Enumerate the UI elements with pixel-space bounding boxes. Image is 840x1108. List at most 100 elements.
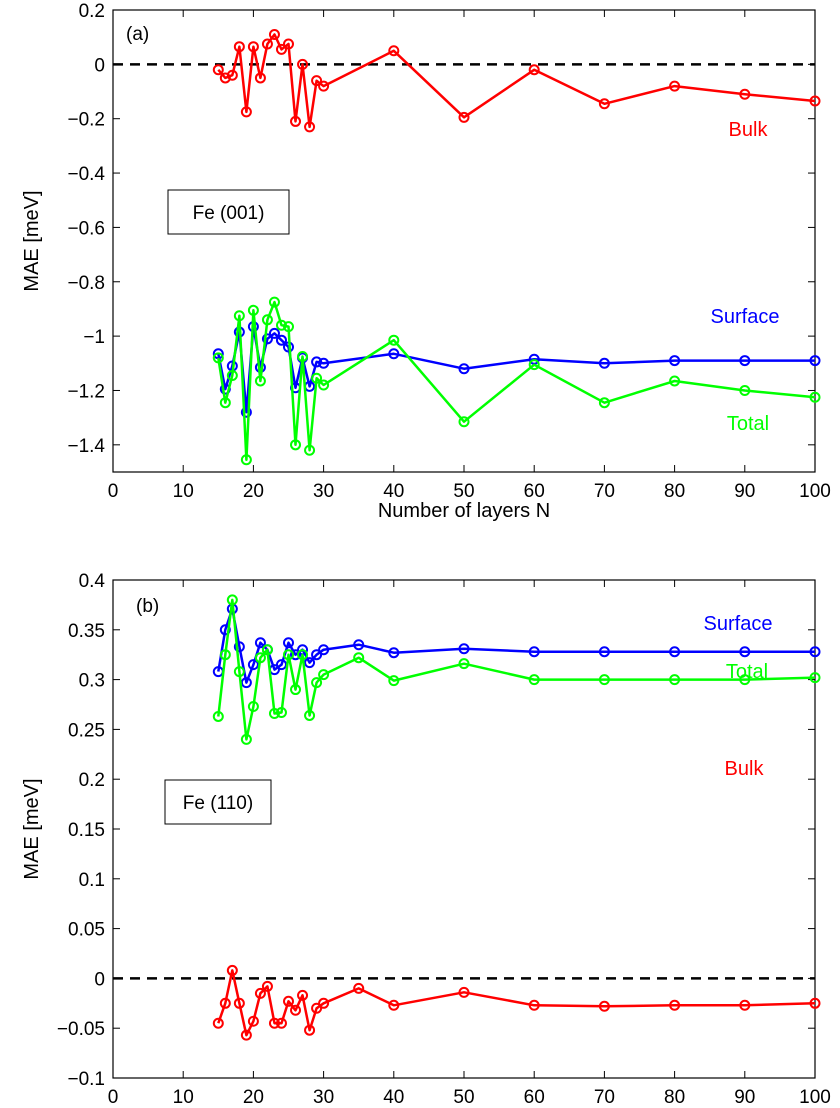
series-line-total <box>217 300 816 462</box>
data-point-bulk <box>598 1000 610 1012</box>
data-point-bulk <box>233 41 245 53</box>
data-point-bulk <box>304 121 316 133</box>
x-tick-label: 40 <box>383 1087 404 1108</box>
data-point-total <box>297 351 309 362</box>
plot-area-frame <box>112 579 816 1079</box>
data-point-total <box>353 652 365 664</box>
data-point-surface <box>353 639 365 651</box>
data-point-total <box>261 644 273 656</box>
x-tick-label: 0 <box>108 1087 119 1108</box>
data-point-surface <box>388 348 400 360</box>
x-tick-label: 70 <box>594 481 615 502</box>
annotation-label: Fe (110) <box>183 793 253 814</box>
data-point-total <box>739 384 751 396</box>
series-label-bulk: Bulk <box>729 119 769 141</box>
data-point-bulk <box>219 72 231 84</box>
data-point-bulk <box>212 64 224 76</box>
x-tick-label: 60 <box>524 1087 545 1108</box>
panel-label: (a) <box>126 24 149 45</box>
x-tick-label: 60 <box>524 481 545 502</box>
data-point-bulk <box>212 1017 224 1029</box>
x-tick-label: 90 <box>734 1087 755 1108</box>
data-point-surface <box>268 327 280 339</box>
data-point-bulk <box>275 1017 287 1029</box>
data-point-total <box>247 304 259 316</box>
x-tick-label: 20 <box>243 1087 264 1108</box>
series-line-bulk <box>217 33 816 129</box>
data-point-total <box>388 675 400 687</box>
data-point-surface <box>669 646 681 658</box>
data-point-bulk <box>275 43 287 55</box>
data-point-surface <box>669 355 681 367</box>
data-point-bulk <box>261 980 273 992</box>
data-point-surface <box>318 357 330 369</box>
chart-panel-a: 0 10 20 30 40 50 60 70 80 90 100 0.2 0 −0.2 −0.4 −0.6 −0… <box>21 1 831 522</box>
data-point-bulk <box>268 1017 280 1029</box>
data-point-bulk <box>233 997 245 1009</box>
data-point-total <box>247 700 259 712</box>
data-point-bulk <box>353 982 365 994</box>
y-tick-label: 0.4 <box>79 571 106 592</box>
data-point-total <box>290 684 302 696</box>
data-point-bulk <box>268 28 280 40</box>
data-point-bulk <box>458 111 470 123</box>
data-point-bulk <box>809 95 821 107</box>
data-point-bulk <box>528 64 540 76</box>
y-axis-label: MAE [meV] <box>21 778 43 879</box>
data-point-bulk <box>528 999 540 1011</box>
data-point-surface <box>388 647 400 659</box>
data-point-bulk <box>226 964 238 976</box>
x-tick-label: 100 <box>799 481 831 502</box>
data-point-surface <box>240 677 252 689</box>
y-tick-label: −0.8 <box>67 273 105 294</box>
data-point-surface <box>528 646 540 658</box>
y-tick-label: −1.4 <box>67 436 105 457</box>
data-point-surface <box>283 637 294 649</box>
data-point-surface <box>809 646 821 658</box>
data-point-total <box>283 321 294 333</box>
data-point-surface <box>254 637 266 649</box>
data-point-bulk <box>669 80 681 92</box>
y-tick-label: 0.3 <box>79 671 105 692</box>
x-tick-label: 10 <box>173 481 194 502</box>
x-tick-label: 90 <box>734 481 755 502</box>
data-point-bulk <box>226 69 238 81</box>
data-point-total <box>311 372 323 384</box>
data-point-bulk <box>297 989 309 1001</box>
data-point-total <box>261 314 273 326</box>
data-point-total <box>809 391 821 403</box>
data-point-total <box>290 439 302 451</box>
x-tick-label: 40 <box>383 481 404 502</box>
data-point-surface <box>233 641 245 653</box>
data-point-total <box>226 594 238 606</box>
data-point-total <box>240 454 252 466</box>
data-point-total <box>283 649 294 661</box>
x-tick-label: 100 <box>799 1087 831 1108</box>
data-point-total <box>240 733 252 745</box>
x-tick-label: 70 <box>594 1087 615 1108</box>
data-point-total <box>268 296 280 308</box>
data-point-surface <box>275 659 287 671</box>
data-point-total <box>226 370 238 382</box>
data-point-bulk <box>247 41 259 53</box>
data-point-bulk <box>283 38 294 50</box>
data-point-surface <box>458 363 470 375</box>
y-tick-label: 0.2 <box>79 1 105 22</box>
data-point-surface <box>240 406 252 418</box>
data-point-bulk <box>388 45 400 57</box>
data-point-total <box>304 444 316 456</box>
data-point-total <box>809 672 821 684</box>
data-point-surface <box>598 646 610 658</box>
y-tick-label: −0.1 <box>67 1069 105 1090</box>
data-point-surface <box>275 334 287 346</box>
annotation-box <box>164 779 272 825</box>
data-point-surface <box>219 624 231 636</box>
series-label-total: Total <box>727 413 769 435</box>
y-tick-label: 0.2 <box>79 770 105 791</box>
y-tick-label: −0.2 <box>67 110 105 131</box>
data-point-surface <box>809 355 821 367</box>
data-point-bulk <box>311 75 323 87</box>
series-line-surface <box>217 325 815 414</box>
data-point-total <box>311 677 323 689</box>
data-point-total <box>219 649 231 661</box>
